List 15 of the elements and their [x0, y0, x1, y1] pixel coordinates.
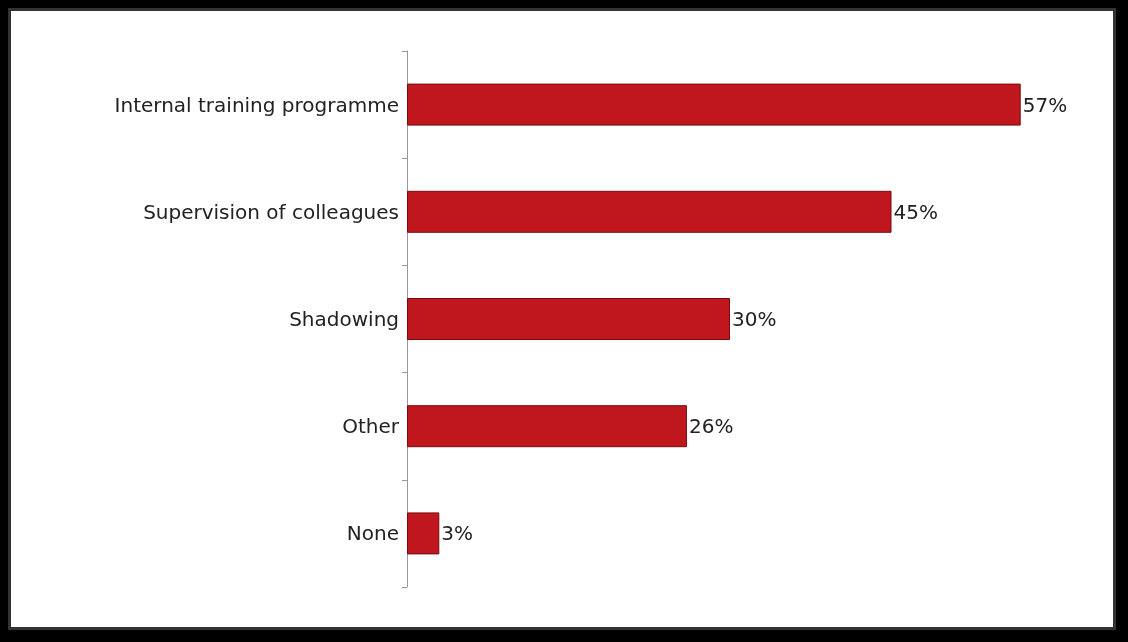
- data-label: 3%: [441, 521, 474, 546]
- y-tick-label: Shadowing: [289, 307, 399, 331]
- y-tick-label: Supervision of colleagues: [143, 199, 399, 224]
- data-label: 57%: [1022, 92, 1068, 117]
- y-tick-label: Internal training programme: [114, 92, 399, 117]
- y-tick-label: Other: [342, 414, 400, 439]
- bar: [407, 83, 1021, 126]
- bar: [407, 298, 730, 340]
- y-tick-label: None: [346, 521, 399, 546]
- bar: [407, 190, 892, 233]
- bar: [407, 512, 440, 555]
- bar: [407, 405, 687, 448]
- data-label: 26%: [688, 414, 734, 439]
- data-label: 30%: [732, 307, 777, 331]
- data-label: 45%: [893, 199, 938, 224]
